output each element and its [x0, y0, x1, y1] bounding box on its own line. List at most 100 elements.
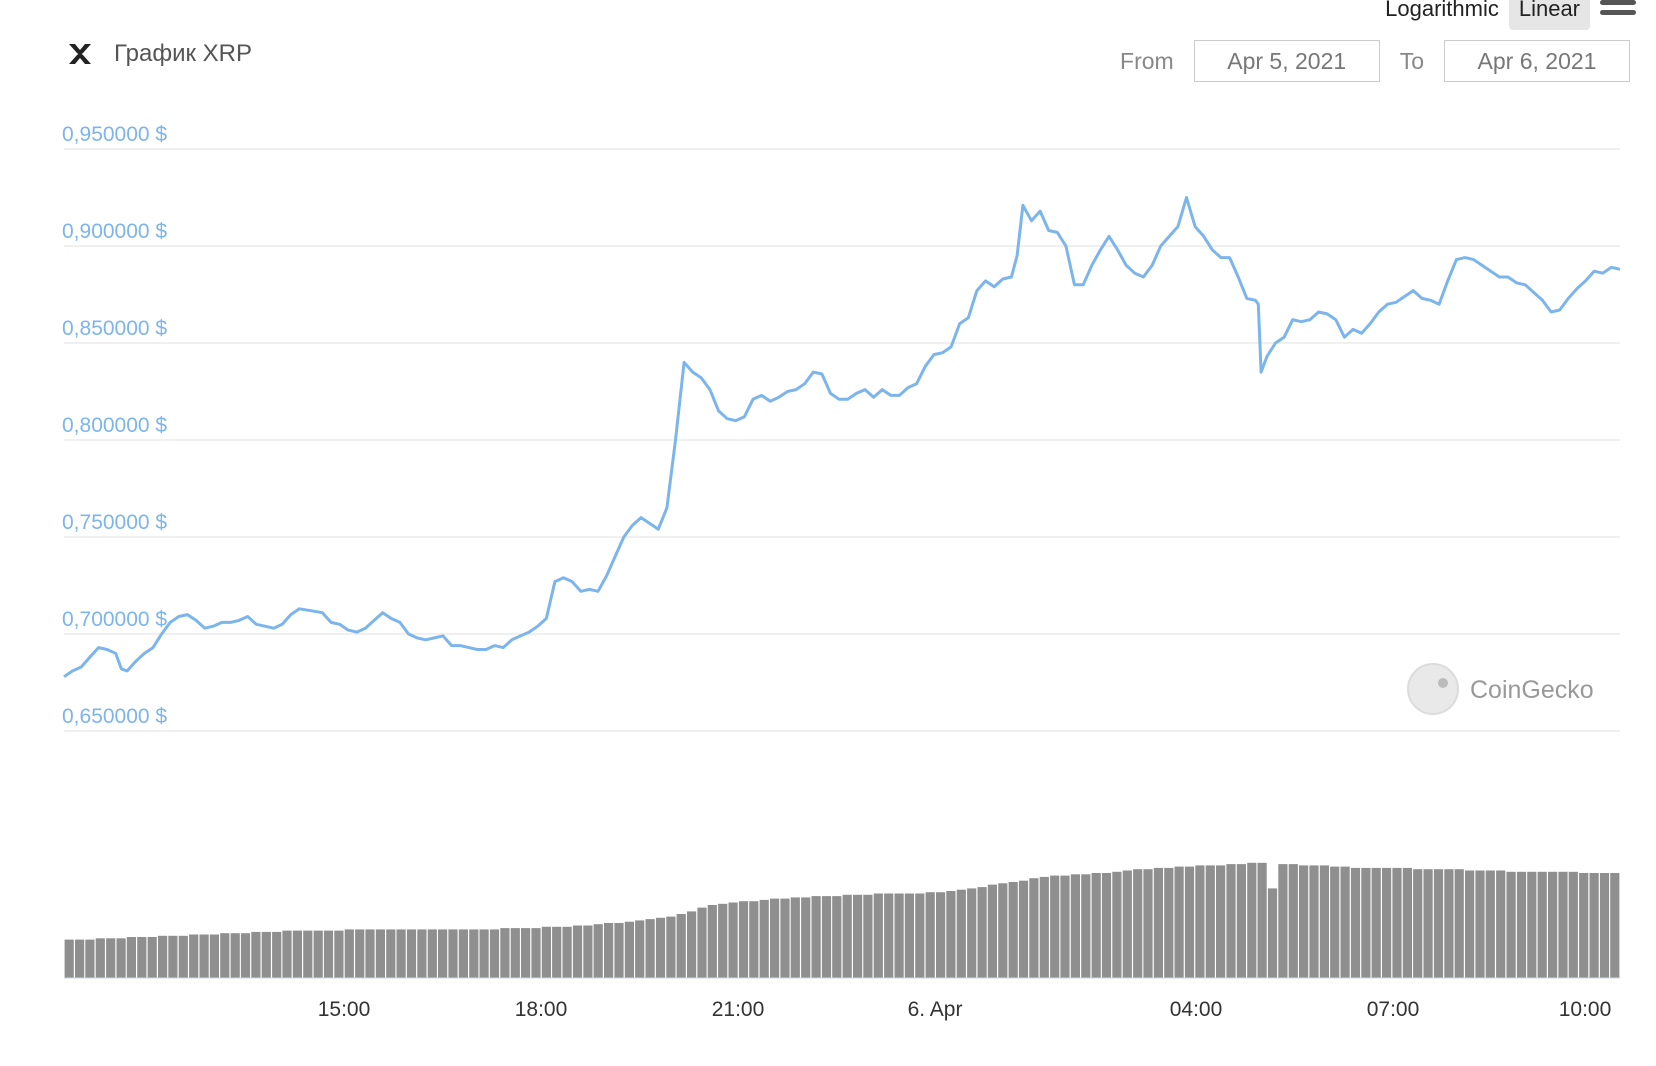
- volume-bar: [375, 929, 385, 978]
- volume-bar: [303, 930, 313, 978]
- linear-toggle[interactable]: Linear: [1508, 0, 1590, 30]
- hamburger-menu-icon[interactable]: [1600, 0, 1636, 20]
- volume-bar: [936, 892, 946, 978]
- volume-bar: [1558, 871, 1568, 978]
- volume-bar: [272, 931, 282, 978]
- volume-bar: [458, 929, 468, 978]
- volume-bar: [448, 929, 458, 978]
- volume-bar: [1236, 864, 1246, 978]
- volume-bar: [1610, 873, 1620, 978]
- xrp-logo-icon: [69, 44, 91, 64]
- volume-bar: [1392, 867, 1402, 978]
- volume-bar: [1465, 870, 1475, 978]
- coingecko-watermark: CoinGecko: [1407, 663, 1594, 715]
- volume-bar: [697, 907, 707, 978]
- volume-bar: [510, 928, 520, 978]
- volume-bar: [1527, 871, 1537, 978]
- volume-bar: [1496, 870, 1506, 978]
- volume-bar: [541, 926, 551, 978]
- to-date-input[interactable]: Apr 6, 2021: [1444, 40, 1630, 82]
- volume-bar: [147, 937, 157, 978]
- volume-bar: [1589, 873, 1599, 978]
- volume-bar: [925, 892, 935, 978]
- volume-bar: [718, 903, 728, 978]
- volume-bar: [199, 934, 209, 978]
- volume-bar: [1101, 873, 1112, 978]
- volume-bar: [987, 884, 997, 978]
- volume-bar: [655, 917, 666, 978]
- volume-bar: [365, 929, 375, 978]
- volume-bar: [261, 931, 271, 978]
- volume-bar: [904, 893, 914, 978]
- volume-bar: [168, 935, 178, 978]
- volume-bar: [1309, 865, 1319, 978]
- volume-bar: [946, 891, 956, 978]
- volume-bar: [853, 894, 863, 978]
- volume-bar: [1174, 866, 1184, 978]
- watermark-text: CoinGecko: [1470, 676, 1594, 704]
- volume-bar: [821, 896, 832, 978]
- volume-bar: [1184, 866, 1195, 978]
- volume-bar: [75, 939, 85, 978]
- volume-bar: [1506, 871, 1516, 978]
- from-date-input[interactable]: Apr 5, 2021: [1193, 40, 1380, 82]
- volume-bar: [1039, 876, 1049, 978]
- volume-bar: [1402, 867, 1412, 978]
- coingecko-eye-icon: [1438, 678, 1448, 688]
- volume-bar: [624, 921, 634, 978]
- x-tick-label: 6. Apr: [908, 998, 963, 1021]
- volume-bar: [790, 897, 800, 978]
- volume-bar: [863, 894, 873, 978]
- volume-bar: [770, 898, 780, 978]
- volume-bar: [552, 926, 562, 978]
- x-tick-label: 18:00: [515, 998, 568, 1021]
- volume-bar: [1216, 865, 1226, 978]
- volume-bar: [230, 933, 240, 978]
- volume-bar: [292, 930, 302, 978]
- volume-bar: [832, 896, 842, 978]
- volume-bar: [1060, 875, 1070, 978]
- volume-bar: [189, 934, 199, 978]
- volume-bar: [158, 935, 168, 978]
- volume-bar: [106, 938, 116, 978]
- volume-bar: [240, 933, 251, 978]
- volume-bar: [1423, 869, 1433, 978]
- volume-bar: [406, 929, 417, 978]
- y-tick-label: 0,750000 $: [62, 511, 167, 534]
- volume-bar: [1599, 873, 1610, 978]
- x-tick-label: 07:00: [1367, 998, 1420, 1021]
- volume-bar: [500, 928, 510, 978]
- volume-bar: [604, 923, 614, 978]
- x-axis-ticks: 15:00 18:00 21:00 6. Apr 04:00 07:00 10:00: [318, 998, 1612, 1021]
- volume-bar: [209, 934, 219, 978]
- volume-bar: [1382, 867, 1392, 978]
- volume-bar: [707, 905, 717, 978]
- volume-bar: [1340, 866, 1350, 978]
- volume-bar: [1330, 866, 1340, 978]
- volume-bar: [489, 929, 500, 978]
- y-tick-label: 0,850000 $: [62, 317, 167, 340]
- volume-bar: [759, 899, 769, 978]
- volume-bar: [1226, 864, 1236, 978]
- x-tick-label: 10:00: [1559, 998, 1612, 1021]
- volume-bar: [666, 916, 676, 978]
- y-tick-label: 0,800000 $: [62, 414, 167, 437]
- y-tick-label: 0,900000 $: [62, 220, 167, 243]
- from-label: From: [1120, 47, 1174, 74]
- logarithmic-toggle[interactable]: Logarithmic: [1385, 0, 1499, 21]
- y-axis-ticks: 0,950000 $ 0,900000 $ 0,850000 $ 0,800000 $…: [62, 123, 167, 728]
- volume-bar: [85, 939, 95, 978]
- volume-bar: [583, 925, 593, 978]
- volume-bar: [749, 901, 759, 978]
- x-tick-label: 04:00: [1170, 998, 1223, 1021]
- volume-bar: [915, 893, 925, 978]
- volume-bar: [64, 939, 74, 978]
- volume-bar: [1050, 875, 1060, 978]
- x-tick-label: 15:00: [318, 998, 371, 1021]
- price-line: [63, 196, 1621, 678]
- volume-bar: [593, 924, 603, 978]
- volume-bar: [469, 929, 479, 978]
- x-tick-label: 21:00: [712, 998, 765, 1021]
- volume-bar: [1070, 874, 1080, 978]
- y-tick-label: 0,950000 $: [62, 123, 167, 146]
